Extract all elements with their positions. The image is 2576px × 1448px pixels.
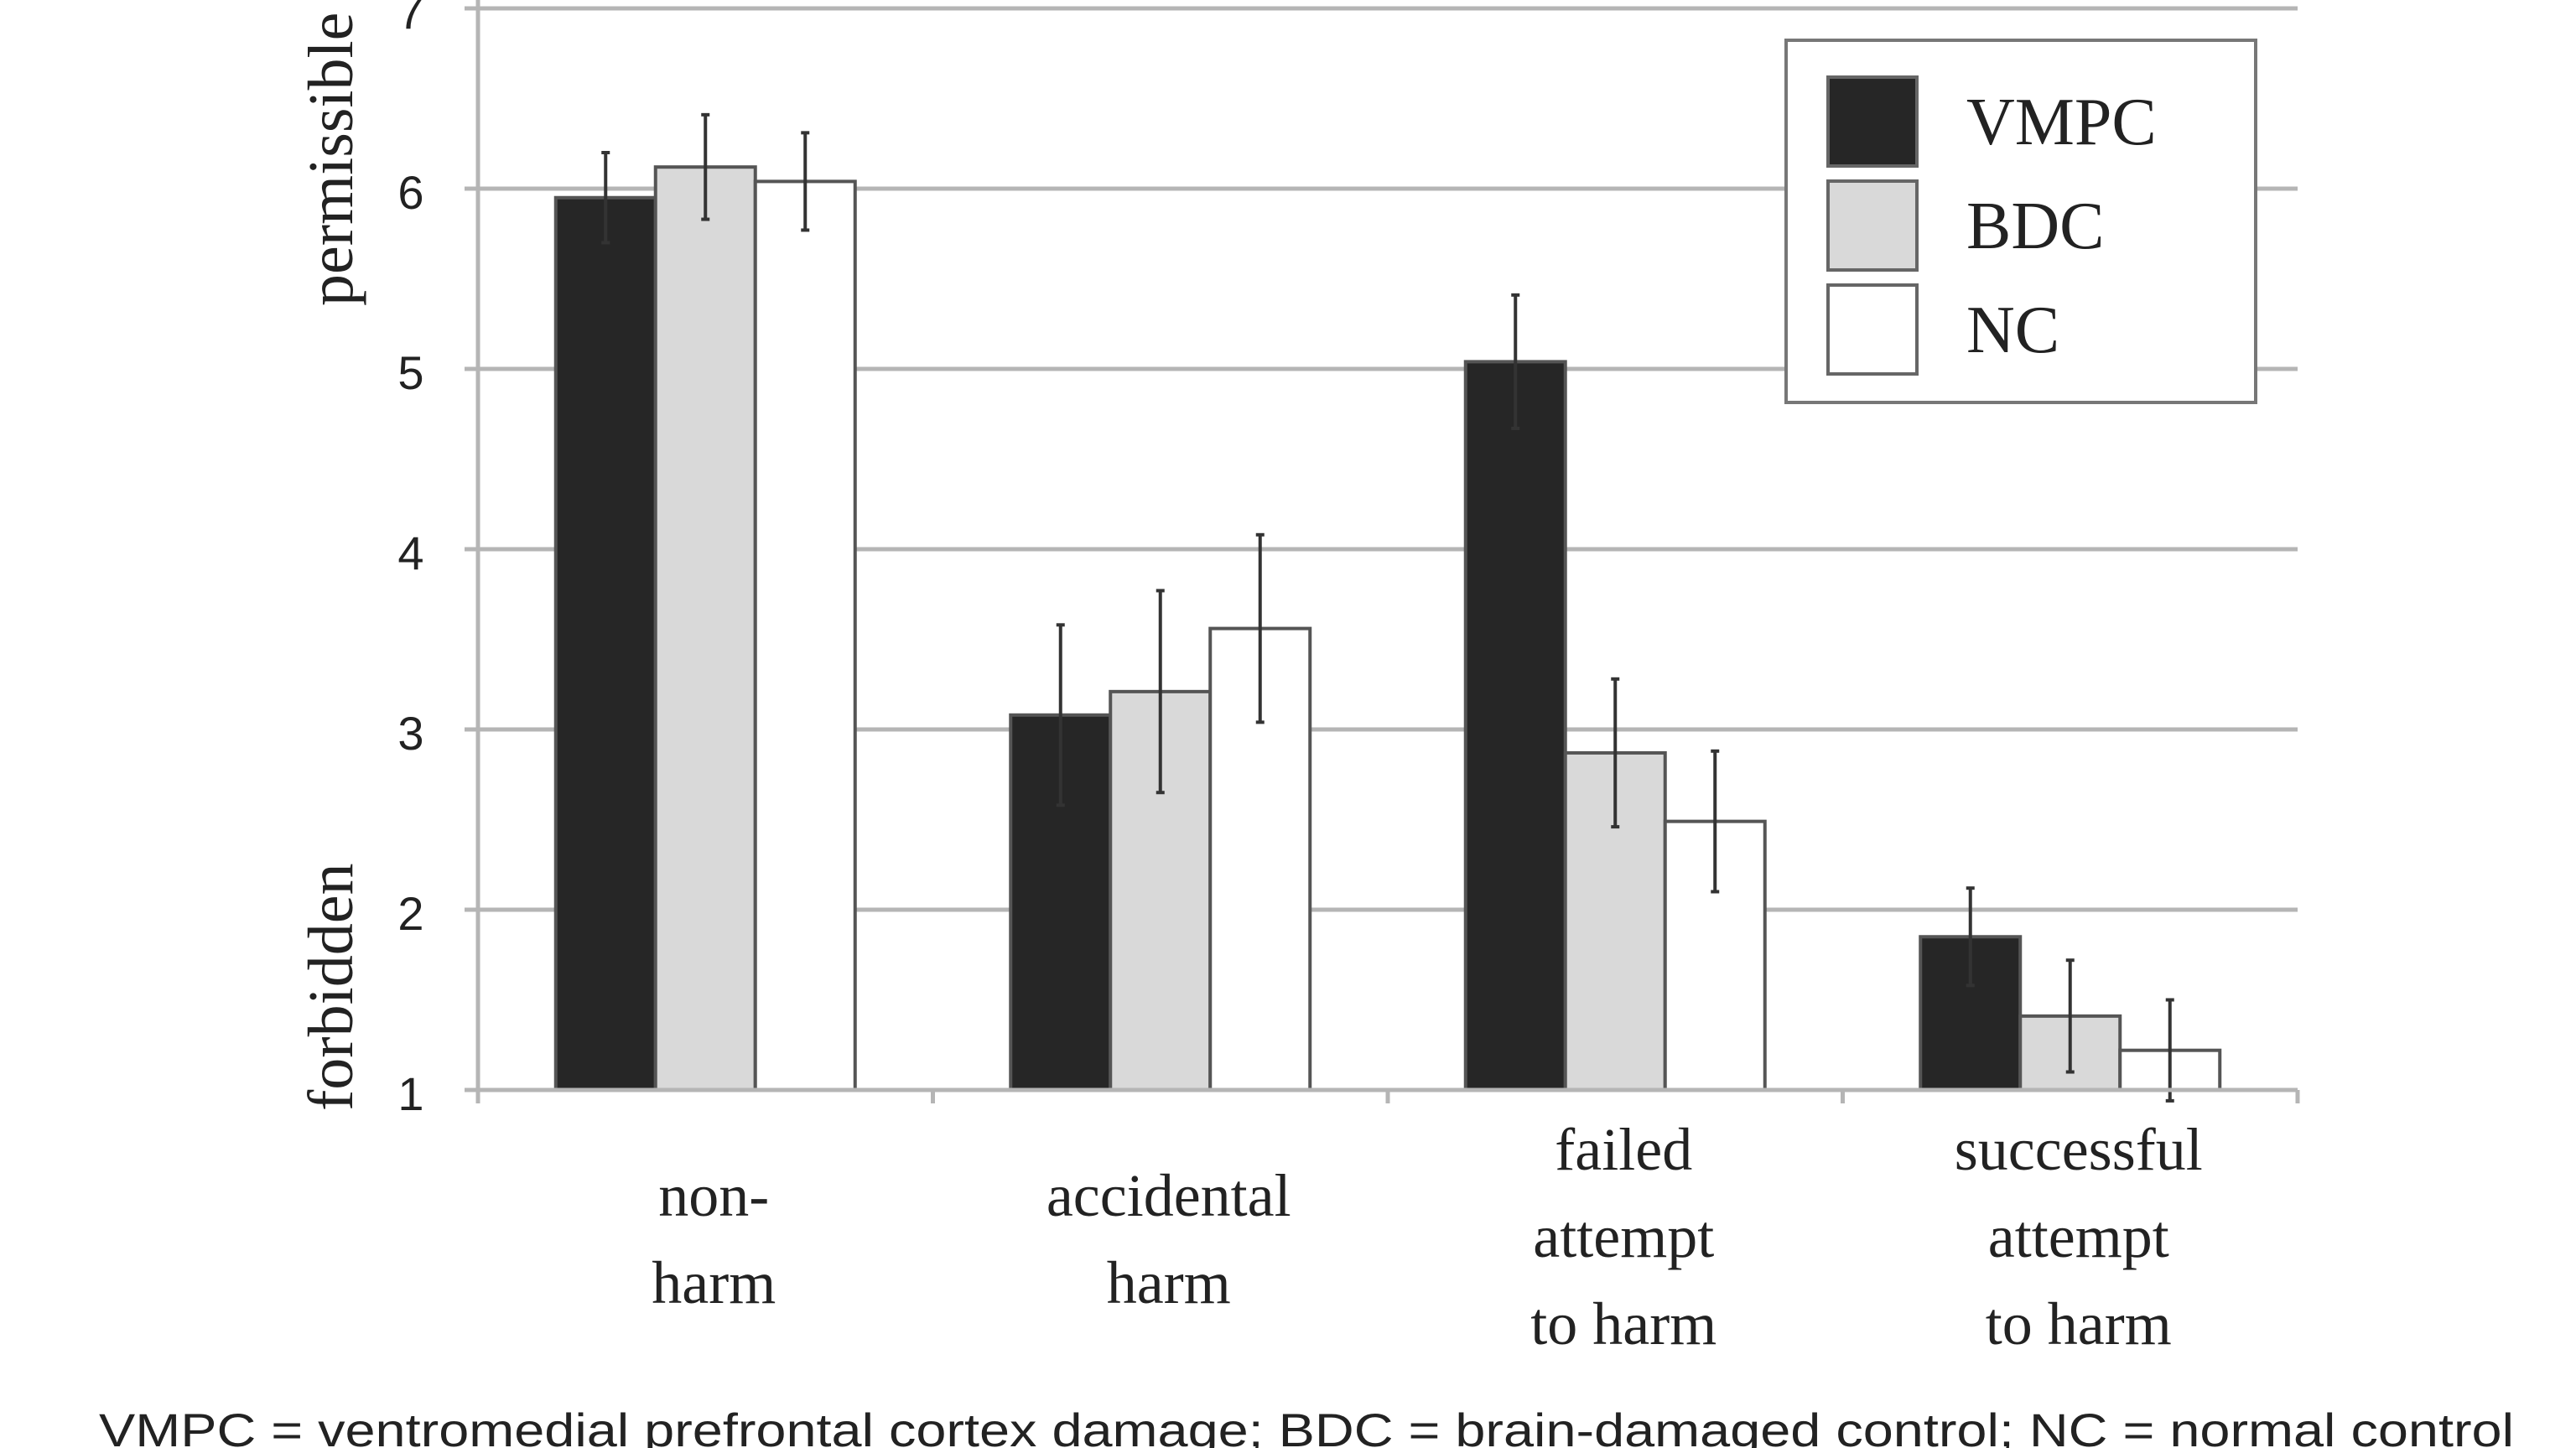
caption: VMPC = ventromedial prefrontal cortex da…	[99, 1404, 2514, 1448]
legend-swatch-bdc	[1826, 179, 1919, 272]
x-tick-label: non-	[658, 1162, 769, 1229]
y-tick-label: 1	[397, 1067, 423, 1120]
legend: VMPC BDC NC	[1784, 39, 2257, 404]
y-tick-label: 6	[397, 166, 423, 219]
y-axis-label-forbidden: forbidden	[296, 864, 366, 1111]
x-tick-label: attempt	[1988, 1203, 2169, 1270]
y-tick-label: 4	[397, 527, 423, 579]
y-tick-label: 7	[397, 0, 423, 39]
y-tick-label: 3	[397, 707, 423, 760]
legend-swatch-nc	[1826, 283, 1919, 376]
legend-swatch-vmpc	[1826, 75, 1919, 168]
bar-vmpc	[553, 195, 657, 1092]
y-axis-label-permissible: permissible	[296, 13, 366, 306]
bar-vmpc	[1463, 360, 1567, 1092]
y-tick-label: 5	[397, 346, 423, 399]
x-tick-label: to harm	[1530, 1290, 1716, 1357]
x-tick-label: failed	[1555, 1116, 1692, 1183]
x-tick-label: accidental	[1046, 1162, 1291, 1229]
x-tick-label: harm	[652, 1249, 776, 1316]
legend-label-vmpc: VMPC	[1966, 86, 2157, 159]
x-tick-label: attempt	[1533, 1203, 1714, 1270]
x-tick-label: harm	[1107, 1249, 1231, 1316]
legend-label-nc: NC	[1966, 293, 2059, 367]
y-tick-label: 2	[397, 887, 423, 940]
x-tick-label: to harm	[1986, 1290, 2172, 1357]
legend-label-bdc: BDC	[1966, 189, 2105, 263]
bar-bdc	[653, 165, 757, 1092]
x-tick-label: successful	[1955, 1116, 2203, 1183]
bar-nc	[753, 179, 857, 1092]
